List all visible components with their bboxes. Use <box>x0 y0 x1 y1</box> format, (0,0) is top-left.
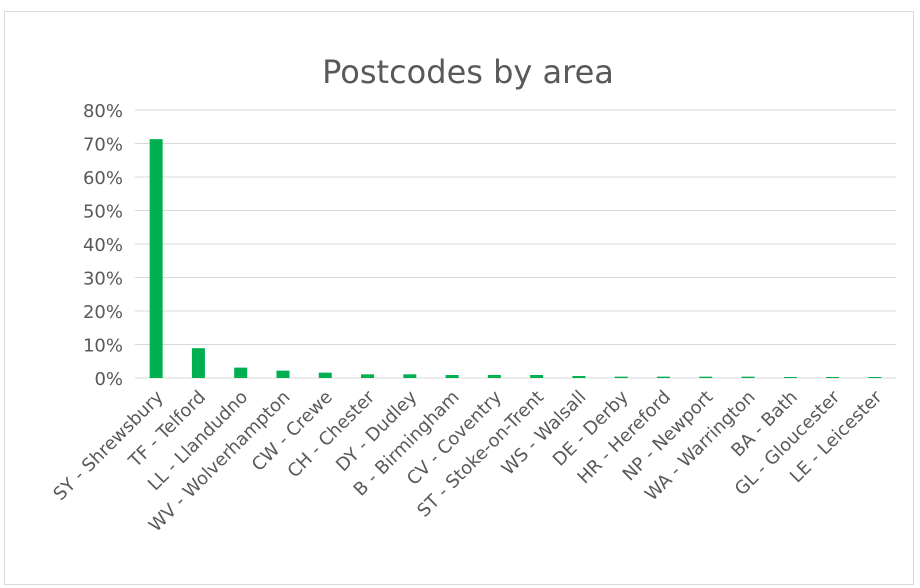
bar <box>741 376 755 378</box>
y-tick-label: 80% <box>83 101 123 122</box>
bar <box>191 348 205 378</box>
bar <box>868 376 882 378</box>
bar <box>361 374 375 378</box>
bar <box>656 376 670 378</box>
bar <box>318 372 332 378</box>
y-tick-label: 40% <box>83 235 123 256</box>
y-tick-label: 50% <box>83 202 123 223</box>
bar <box>149 139 163 378</box>
bar <box>487 374 501 378</box>
bar <box>572 375 586 378</box>
y-tick-label: 60% <box>83 168 123 189</box>
bar <box>276 370 290 378</box>
y-tick-label: 70% <box>83 135 123 156</box>
bar <box>614 376 628 378</box>
bars <box>149 139 882 378</box>
bar <box>530 374 544 378</box>
gridlines <box>135 109 896 379</box>
bar <box>445 374 459 378</box>
y-tick-label: 0% <box>94 369 123 390</box>
bar <box>783 376 797 378</box>
chart-title: Postcodes by area <box>322 53 614 91</box>
bar <box>403 374 417 378</box>
bar <box>826 376 840 378</box>
y-tick-label: 10% <box>83 336 123 357</box>
y-tick-label: 30% <box>83 269 123 290</box>
y-axis-ticks: 0% 10% 20% 30% 40% 50% 60% 70% 80% <box>83 101 123 390</box>
bar <box>699 376 713 378</box>
bar <box>234 367 248 378</box>
y-tick-label: 20% <box>83 302 123 323</box>
